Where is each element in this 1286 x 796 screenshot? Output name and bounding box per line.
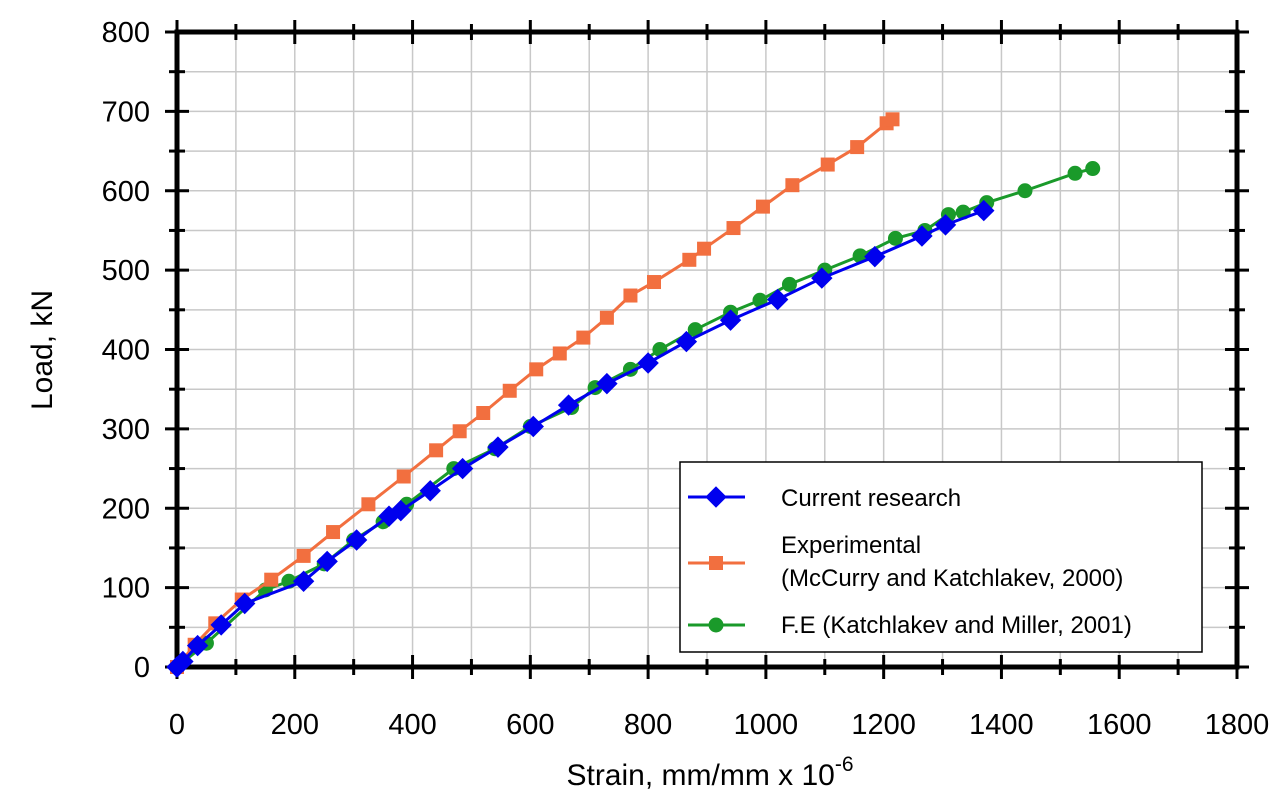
data-point-experimental xyxy=(755,199,770,214)
data-point-current-research xyxy=(210,614,232,636)
legend-label-fe: F.E (Katchlakev and Miller, 2001) xyxy=(781,612,1132,639)
data-point-current-research xyxy=(675,330,698,353)
data-point-current-research xyxy=(234,592,256,615)
legend-entries xyxy=(688,486,745,633)
data-point-experimental xyxy=(552,346,567,361)
legend: Current research Experimental (McCurry a… xyxy=(679,461,1203,653)
data-point-experimental xyxy=(623,288,638,303)
data-point-fe-katchlakev-miller xyxy=(687,322,703,338)
legend-marker-experimental xyxy=(709,556,723,570)
data-point-experimental xyxy=(502,383,517,398)
data-point-current-research xyxy=(811,267,833,289)
tick-labels: 0 200 400 600 800 1000 1200 1400 1600 1800 0 100 200… xyxy=(102,17,1270,741)
x-tick-label: 1800 xyxy=(1205,709,1270,741)
x-tick-label: 400 xyxy=(388,709,436,741)
y-tick-label: 200 xyxy=(102,493,150,525)
x-tick-label: 1000 xyxy=(734,709,799,741)
data-point-current-research xyxy=(316,550,338,573)
data-point-experimental xyxy=(850,140,865,155)
data-point-experimental xyxy=(820,157,835,172)
data-point-current-research xyxy=(451,457,474,480)
legend-marker-current-research xyxy=(705,486,727,508)
data-point-experimental xyxy=(697,241,712,256)
data-point-current-research xyxy=(864,245,886,268)
data-point-current-research xyxy=(172,650,194,673)
x-tick-label: 800 xyxy=(624,709,672,741)
data-point-current-research xyxy=(973,199,995,222)
legend-label-current-research: Current research xyxy=(781,485,961,512)
data-point-experimental xyxy=(476,406,491,420)
legend-box xyxy=(679,461,1203,653)
series-line-experimental xyxy=(175,118,894,668)
series-current-research xyxy=(166,199,995,678)
y-tick-label: 300 xyxy=(102,414,150,446)
data-point-experimental xyxy=(576,330,591,345)
data-point-experimental xyxy=(429,443,444,458)
x-axis-title: Strain, mm/mm x 10-6 xyxy=(566,753,853,792)
y-tick-label: 100 xyxy=(102,573,150,605)
y-axis-title: Load, kN xyxy=(26,290,59,410)
data-point-current-research xyxy=(390,499,412,522)
data-point-current-research xyxy=(911,225,933,247)
legend-label-experimental: Experimental xyxy=(781,532,921,559)
data-point-experimental xyxy=(296,548,311,563)
data-point-experimental xyxy=(529,362,544,377)
y-tick-label: 500 xyxy=(102,255,150,287)
data-point-fe-katchlakev-miller xyxy=(781,276,797,292)
y-tick-label: 400 xyxy=(102,335,150,367)
data-point-current-research xyxy=(419,480,441,502)
data-point-fe-katchlakev-miller xyxy=(1017,183,1033,199)
y-tick-label: 600 xyxy=(102,176,150,208)
data-point-current-research xyxy=(292,570,315,592)
data-point-current-research xyxy=(345,529,368,551)
data-point-fe-katchlakev-miller xyxy=(887,230,903,246)
data-point-experimental xyxy=(785,178,800,193)
data-point-experimental xyxy=(682,252,697,267)
y-tick-label: 700 xyxy=(102,96,150,128)
data-point-experimental xyxy=(885,112,900,127)
data-point-fe-katchlakev-miller xyxy=(1067,165,1083,181)
data-point-current-research xyxy=(596,372,618,395)
x-axis-exponent: -6 xyxy=(835,753,854,776)
data-point-experimental xyxy=(326,525,341,540)
plot-frame xyxy=(174,29,1240,670)
x-tick-label: 600 xyxy=(506,709,554,741)
data-point-experimental xyxy=(264,572,279,587)
x-tick-label: 1600 xyxy=(1087,709,1152,741)
y-tick-label: 0 xyxy=(134,652,150,684)
data-point-current-research xyxy=(557,394,580,416)
data-point-current-research xyxy=(637,352,659,374)
data-point-experimental xyxy=(452,424,467,439)
data-point-experimental xyxy=(647,275,661,290)
data-point-experimental xyxy=(396,469,411,484)
series-layer xyxy=(166,112,1101,678)
data-point-current-research xyxy=(487,436,509,458)
x-tick-label: 200 xyxy=(271,709,319,741)
data-point-experimental xyxy=(726,221,741,236)
data-point-current-research xyxy=(719,309,742,331)
data-point-current-research xyxy=(522,415,544,438)
data-point-current-research xyxy=(766,288,789,311)
y-tick-label: 800 xyxy=(102,17,150,49)
data-point-current-research xyxy=(934,214,957,236)
legend-label-experimental-source: (McCurry and Katchlakev, 2000) xyxy=(781,565,1123,592)
data-point-experimental xyxy=(361,497,376,512)
data-point-fe-katchlakev-miller xyxy=(1085,161,1101,177)
data-point-experimental xyxy=(599,310,614,325)
data-point-current-research xyxy=(186,634,209,657)
x-tick-label: 1200 xyxy=(851,709,916,741)
legend-marker-fe-katchlakev-miller xyxy=(708,617,724,633)
x-tick-label: 1400 xyxy=(969,709,1034,741)
x-tick-label: 0 xyxy=(169,709,185,741)
